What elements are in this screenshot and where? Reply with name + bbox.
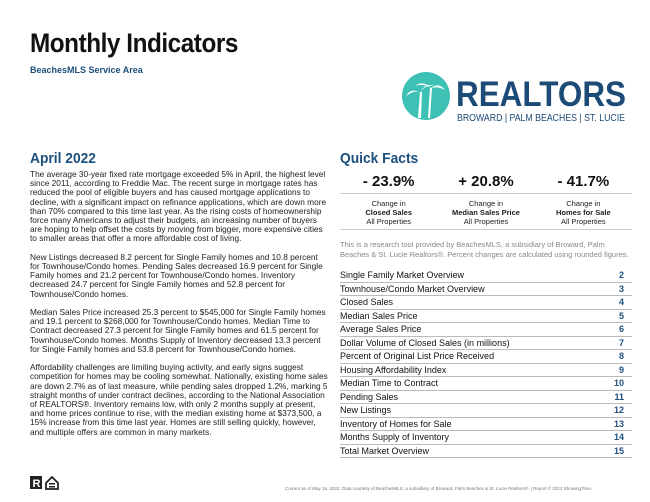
- summary-paragraph: The average 30-year fixed rate mortgage …: [30, 169, 327, 244]
- toc-item[interactable]: Months Supply of Inventory 14: [340, 431, 632, 445]
- toc-label: Total Market Overview: [340, 445, 430, 456]
- toc-label: Percent of Original List Price Received: [340, 351, 495, 361]
- fact-homes-for-sale: - 41.7% Change in Homes for Sale All Prope…: [534, 171, 632, 230]
- realtor-r-icon: R: [30, 476, 42, 490]
- toc-label: Closed Sales: [340, 297, 394, 307]
- fact-metric: Homes for Sale: [556, 208, 611, 217]
- realtors-logo: REALTORS BROWARD | PALM BEACHES | ST. LU…: [400, 70, 640, 125]
- toc-label: Pending Sales: [340, 391, 399, 402]
- toc-page: 13: [613, 418, 624, 429]
- fact-metric: Median Sales Price: [452, 208, 520, 217]
- toc-page: 2: [618, 270, 624, 280]
- summary-paragraph: New Listings decreased 8.2 percent for S…: [30, 251, 323, 299]
- toc-page: 4: [618, 297, 624, 307]
- toc-item[interactable]: Dollar Volume of Closed Sales (in millio…: [340, 337, 632, 350]
- toc-item[interactable]: Average Sales Price 6: [340, 323, 632, 337]
- toc-label: Single Family Market Overview: [340, 270, 465, 280]
- toc-item[interactable]: Single Family Market Overview 2: [340, 269, 632, 283]
- toc-page: 6: [618, 324, 624, 334]
- fact-closed-sales: - 23.9% Change in Closed Sales All Propert…: [340, 171, 438, 230]
- toc-page: 7: [618, 337, 624, 348]
- toc-item[interactable]: Pending Sales 11: [340, 391, 632, 404]
- page-title: Monthly Indicators: [30, 28, 238, 58]
- toc-page: 11: [614, 391, 624, 402]
- fact-value: - 41.7%: [557, 173, 610, 190]
- toc-label: Months Supply of Inventory: [340, 432, 450, 442]
- toc-item[interactable]: Median Sales Price 5: [340, 310, 632, 323]
- toc-page: 5: [618, 310, 624, 321]
- toc-label: New Listings: [340, 405, 392, 415]
- fact-median-sales-price: + 20.8% Change in Median Sales Price All P…: [437, 171, 535, 230]
- toc-page: 15: [613, 445, 624, 456]
- footer-icons: R: [30, 475, 70, 501]
- logo-tagline: BROWARD | PALM BEACHES | ST. LUCIE: [457, 113, 625, 124]
- toc-label: Median Time to Contract: [340, 378, 439, 388]
- toc-label: Inventory of Homes for Sale: [340, 418, 452, 429]
- quick-facts-heading: Quick Facts: [340, 150, 419, 167]
- svg-text:R: R: [33, 478, 41, 490]
- fact-label: Change in: [468, 199, 504, 208]
- toc-page: 10: [613, 378, 624, 388]
- fact-label: Change in: [371, 199, 406, 208]
- toc-page: 14: [613, 432, 624, 442]
- toc-label: Median Sales Price: [340, 310, 418, 321]
- equal-housing-icon: [45, 475, 59, 490]
- toc-page: 9: [618, 364, 624, 375]
- fact-metric: Closed Sales: [365, 208, 413, 217]
- toc-item[interactable]: Median Time to Contract 10: [340, 377, 632, 391]
- toc-label: Average Sales Price: [340, 324, 422, 334]
- toc-item[interactable]: Inventory of Homes for Sale 13: [340, 418, 632, 431]
- toc-item[interactable]: Percent of Original List Price Received 8: [340, 350, 632, 364]
- logo-wordmark: REALTORS: [456, 75, 626, 114]
- toc-item[interactable]: Townhouse/Condo Market Overview 3: [340, 283, 632, 296]
- monthly-summary: April 2022 The average 30-year fixed rat…: [30, 150, 328, 446]
- summary-heading: April 2022: [30, 150, 96, 167]
- footer-text: Current as of May 16, 2022. Data courtes…: [285, 486, 593, 491]
- toc-label: Townhouse/Condo Market Overview: [340, 283, 485, 294]
- toc-item[interactable]: Housing Affordability Index 9: [340, 364, 632, 377]
- toc-page: 8: [618, 351, 624, 361]
- research-note: This is a research tool provided by Beac…: [340, 240, 629, 259]
- toc-item[interactable]: Total Market Overview 15: [340, 445, 632, 458]
- table-of-contents: Single Family Market Overview 2 Townhouse/…: [340, 269, 632, 458]
- quick-facts: Quick Facts - 23.9% Change in Closed Sale…: [340, 150, 632, 458]
- toc-page: 3: [618, 283, 624, 294]
- toc-page: 12: [613, 405, 624, 415]
- fact-label: Change in: [566, 199, 601, 208]
- fact-value: + 20.8%: [458, 173, 514, 190]
- toc-label: Housing Affordability Index: [340, 364, 447, 375]
- fact-scope: All Properties: [463, 217, 509, 226]
- summary-paragraph: Affordability challenges are limiting bu…: [30, 362, 328, 437]
- fact-scope: All Properties: [366, 217, 411, 226]
- page-subtitle: BeachesMLS Service Area: [30, 65, 143, 75]
- toc-item[interactable]: New Listings 12: [340, 404, 632, 418]
- toc-label: Dollar Volume of Closed Sales (in millio…: [340, 337, 510, 348]
- summary-paragraph: Median Sales Price increased 25.3 percen…: [30, 307, 326, 354]
- toc-item[interactable]: Closed Sales 4: [340, 296, 632, 310]
- fact-scope: All Properties: [561, 217, 606, 226]
- fact-value: - 23.9%: [362, 173, 415, 190]
